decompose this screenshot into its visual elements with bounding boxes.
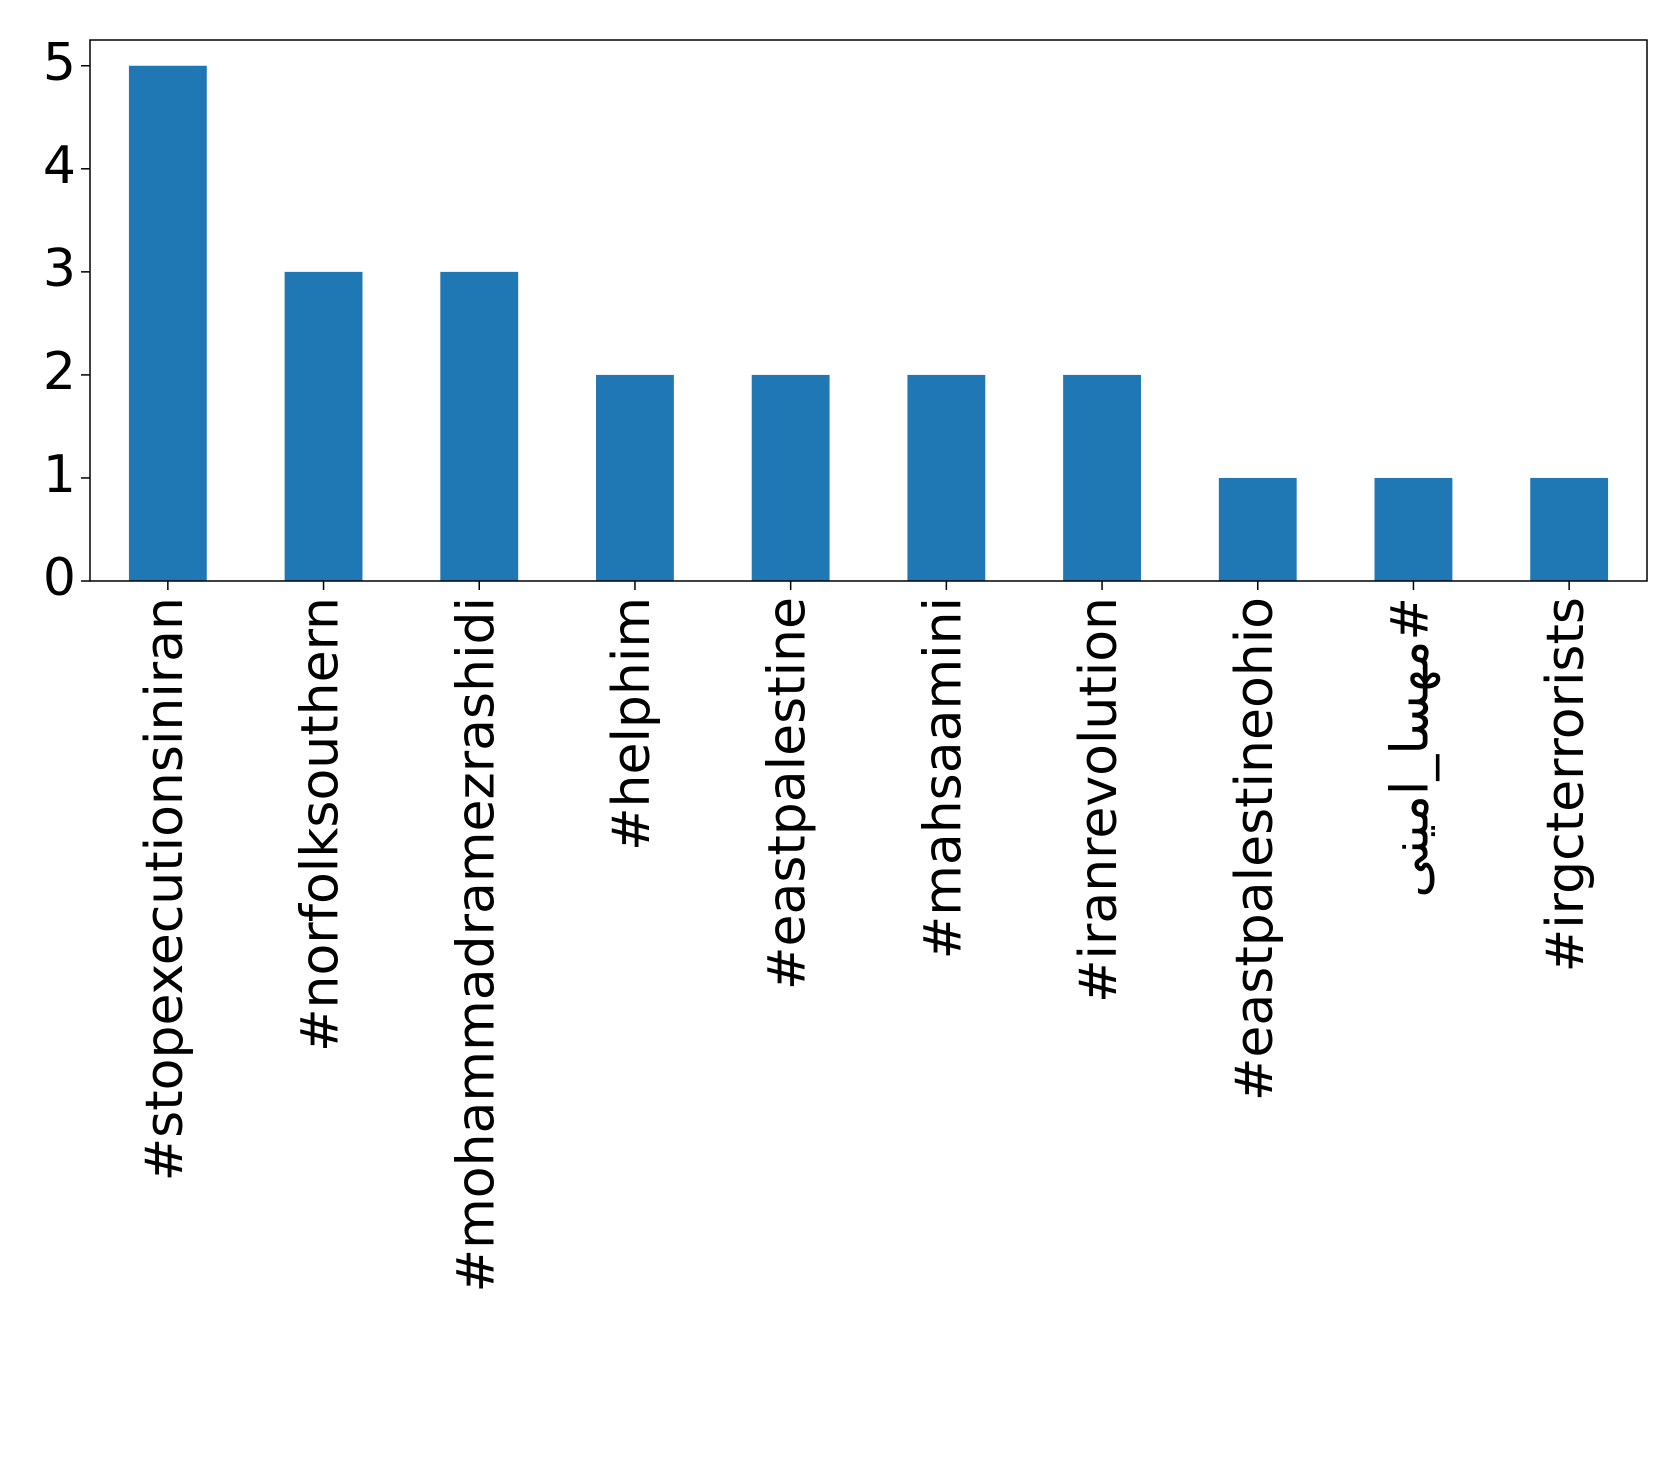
x-tick-label: #norfolksouthern — [291, 597, 351, 1052]
y-tick-label: 0 — [43, 548, 76, 608]
y-tick-label: 3 — [43, 239, 76, 299]
bar — [907, 374, 986, 581]
x-tick-label: #stopexecutionsiniran — [135, 597, 195, 1181]
x-tick-label: #مهسا_امینی — [1380, 597, 1440, 898]
x-tick-label: #mohammadramezrashidi — [446, 597, 506, 1292]
bar — [1530, 477, 1609, 581]
bar — [1374, 477, 1453, 581]
bar — [128, 65, 207, 581]
y-tick-label: 1 — [43, 445, 76, 505]
x-tick-label: #helphim — [602, 597, 662, 851]
x-tick-label: #mahsaamini — [913, 597, 973, 959]
bar — [1063, 374, 1141, 581]
bar — [440, 271, 519, 581]
x-tick-label: #eastpalestineohio — [1225, 597, 1285, 1101]
y-tick-label: 4 — [43, 136, 76, 196]
y-tick-label: 5 — [43, 33, 76, 93]
bar — [751, 374, 830, 581]
y-tick-label: 2 — [43, 342, 76, 402]
bar — [596, 374, 674, 581]
x-tick-label: #eastpalestine — [758, 597, 818, 990]
x-tick-label: #iranrevolution — [1069, 597, 1129, 1003]
plot-frame — [89, 39, 1648, 582]
bar — [1218, 477, 1297, 581]
x-tick-label: #irgcterrorists — [1536, 597, 1596, 972]
bar — [284, 271, 363, 581]
